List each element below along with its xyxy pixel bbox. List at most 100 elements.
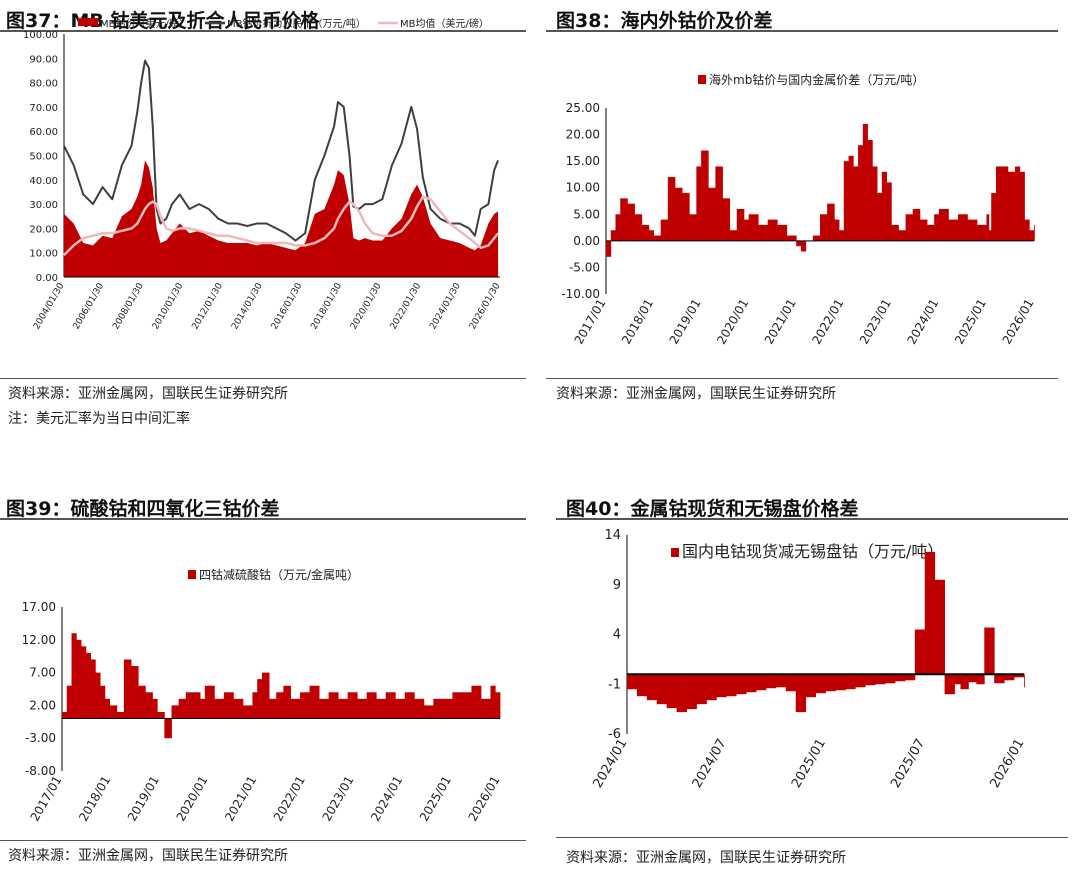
y-tick-label: -10.00 bbox=[561, 287, 600, 301]
bar bbox=[988, 230, 992, 241]
bar bbox=[898, 230, 906, 241]
bar bbox=[242, 705, 253, 719]
bar bbox=[855, 674, 866, 688]
y-tick-label: 0.00 bbox=[36, 273, 58, 284]
x-tick-label: 2026/01 bbox=[466, 774, 503, 824]
source-text: 资料来源：亚洲金属网，国联民生证券研究所 bbox=[8, 848, 288, 864]
y-tick-label: -5.00 bbox=[569, 260, 600, 274]
bar bbox=[867, 139, 873, 241]
x-tick-label: 2022/01/30 bbox=[389, 281, 424, 331]
series-area-mb-price bbox=[64, 160, 499, 277]
bar bbox=[701, 150, 709, 241]
bar bbox=[328, 692, 339, 719]
y-tick-label: -6 bbox=[608, 727, 621, 742]
bar bbox=[722, 198, 731, 241]
bar bbox=[775, 674, 787, 688]
panel-title: 图38：海内外钴价及价差 bbox=[556, 10, 773, 32]
bar bbox=[610, 230, 616, 241]
bar bbox=[777, 224, 788, 241]
bar bbox=[986, 214, 990, 241]
x-tick-label: 2020/01/30 bbox=[349, 281, 384, 331]
source-rule bbox=[0, 840, 526, 841]
y-tick-label: 5.00 bbox=[573, 207, 600, 221]
source-text: 资料来源：亚洲金属网，国联民生证券研究所 bbox=[566, 850, 846, 866]
bar bbox=[894, 674, 906, 682]
bar bbox=[646, 674, 658, 701]
bar bbox=[934, 579, 945, 675]
bar bbox=[641, 224, 650, 241]
bar bbox=[729, 230, 738, 241]
bar bbox=[736, 674, 747, 695]
bar bbox=[960, 674, 969, 690]
bar bbox=[164, 718, 172, 739]
chart-mb-cobalt-price: 0.00 10.00 20.00 30.00 40.00 50.00 60.00 70.00 8… bbox=[23, 17, 503, 331]
bar bbox=[452, 692, 463, 719]
bar bbox=[696, 674, 707, 705]
bar bbox=[716, 674, 727, 698]
y-tick-label: -8.00 bbox=[25, 764, 56, 778]
legend-label: 国内电钴现货减无锡盘钴（万元/吨） bbox=[682, 542, 943, 561]
bar bbox=[480, 698, 491, 719]
bar bbox=[290, 698, 301, 719]
bar bbox=[758, 224, 769, 241]
bar bbox=[131, 666, 139, 719]
y-tick-label: 20.00 bbox=[566, 128, 600, 142]
bar bbox=[104, 698, 111, 719]
bar bbox=[214, 698, 225, 719]
source-rule bbox=[0, 378, 526, 379]
title-rule bbox=[0, 518, 526, 520]
bar bbox=[865, 674, 876, 686]
bar bbox=[795, 674, 807, 713]
legend-label: MB钴价折为人民币（万元/吨） bbox=[227, 17, 366, 30]
chart-sulfate-tetroxide-spread: -8.00 -3.00 2.00 7.00 12.00 17.00 2017/01 2018/… bbox=[22, 567, 503, 824]
bar bbox=[620, 198, 628, 241]
bar bbox=[627, 674, 638, 690]
legend-swatch bbox=[78, 18, 98, 26]
bar bbox=[185, 692, 194, 719]
x-tick-label: 2024/07 bbox=[690, 737, 730, 791]
bar bbox=[875, 674, 886, 685]
x-tick-label: 2024/01 bbox=[904, 297, 941, 347]
bar bbox=[1000, 166, 1009, 241]
bar bbox=[881, 171, 887, 241]
panel-sulfate-tetroxide-spread: 图39：硫酸钴和四氧化三钴价差 -8.00 -3.00 2.00 7.00 12.00 1… bbox=[0, 488, 530, 872]
bar bbox=[309, 685, 320, 719]
bar bbox=[706, 674, 717, 701]
x-tick-label: 2017/01 bbox=[572, 297, 609, 347]
bar bbox=[276, 692, 284, 719]
x-tick-label: 2010/01/30 bbox=[151, 281, 186, 331]
bar bbox=[858, 145, 864, 241]
y-tick-label: 40.00 bbox=[29, 176, 58, 187]
bar bbox=[404, 692, 415, 719]
bar bbox=[634, 214, 643, 241]
bar bbox=[708, 187, 716, 241]
bar bbox=[495, 692, 501, 719]
bar bbox=[178, 698, 187, 719]
chart-domestic-overseas-spread: -10.00 -5.00 0.00 5.00 10.00 15.00 20.00 25.00 2… bbox=[561, 72, 1036, 347]
bar bbox=[767, 219, 778, 241]
bar bbox=[862, 123, 868, 241]
bar bbox=[696, 166, 702, 241]
bar bbox=[376, 698, 387, 719]
legend-label: 海外mb钴价与国内金属价差（万元/吨） bbox=[709, 72, 924, 87]
x-tick-label: 2023/01 bbox=[320, 774, 357, 824]
y-tick-label: 12.00 bbox=[22, 633, 56, 647]
x-tick-label: 2026/01/30 bbox=[468, 281, 503, 331]
legend-swatch bbox=[188, 570, 196, 579]
bar bbox=[845, 674, 856, 690]
bar bbox=[269, 698, 277, 719]
y-tick-label: 15.00 bbox=[566, 154, 600, 168]
bar bbox=[905, 214, 914, 241]
bar bbox=[748, 214, 759, 241]
bar bbox=[927, 224, 935, 241]
bar bbox=[338, 698, 349, 719]
bar bbox=[648, 230, 654, 241]
bar bbox=[95, 672, 101, 719]
bar bbox=[746, 674, 757, 693]
bar bbox=[805, 674, 816, 698]
bar bbox=[109, 705, 118, 719]
bar bbox=[627, 203, 635, 241]
bar bbox=[995, 166, 1002, 241]
bar bbox=[145, 692, 153, 719]
y-tick-label: 10.00 bbox=[566, 181, 600, 195]
